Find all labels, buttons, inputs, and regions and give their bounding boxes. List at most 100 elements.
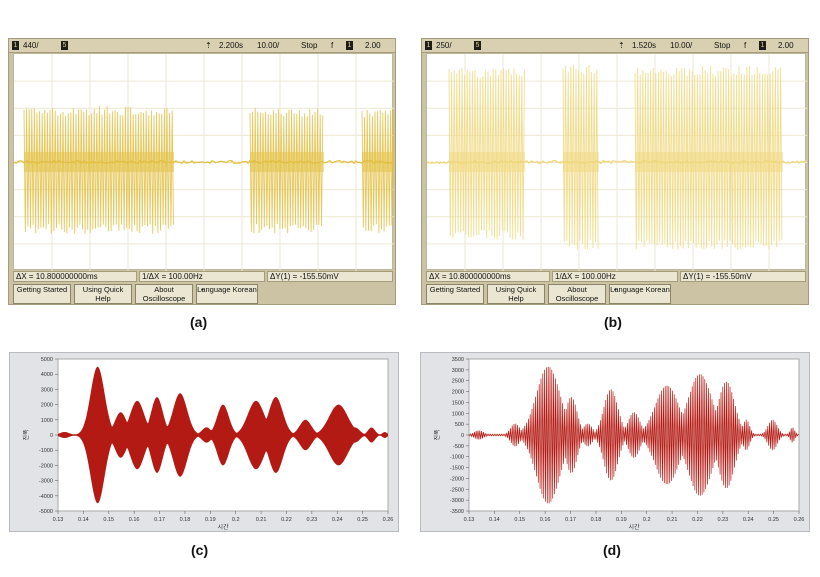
x-tick-label: 0.21 (667, 517, 678, 523)
oscilloscope-screenshot-a: 1 440/ 5 ⇡ 2.200s 10.00/ Stop f 1 2.00… (8, 38, 396, 305)
x-tick-label: 0.18 (180, 517, 191, 523)
x-tick-label: 0.18 (591, 517, 602, 523)
y-tick-label: 1000 (41, 418, 53, 424)
x-tick-label: 0.26 (794, 517, 805, 523)
run-state: Stop (714, 41, 730, 50)
x-tick-label: 0.17 (154, 517, 165, 523)
x-tick-label: 0.16 (540, 517, 551, 523)
time-per-div: 10.00/ (670, 41, 692, 50)
language-label: Language Korean (610, 285, 670, 294)
burst-band (250, 152, 324, 172)
channel-scale: 250/ (436, 41, 452, 50)
y-tick-label: 0 (461, 433, 464, 439)
x-axis-label: 시간 (217, 523, 229, 531)
x-tick-label: 0.25 (357, 517, 368, 523)
scope-status-bar: 1 250/ 5 ⇡ 1.520s 10.00/ Stop f 1 2.00… (422, 39, 808, 53)
trigger-channel: 1 (759, 41, 766, 50)
y-tick-label: 5000 (41, 357, 53, 363)
burst-band (24, 152, 174, 172)
measurement-bar: ΔX = 10.800000000ms 1/ΔX = 100.00Hz ΔY(1… (13, 271, 393, 282)
x-tick-label: 0.23 (717, 517, 728, 523)
x-tick-label: 0.22 (692, 517, 703, 523)
caption-a: (a) (190, 314, 207, 330)
waveform-display-b (427, 54, 807, 271)
getting-started-button[interactable]: Getting Started (426, 284, 484, 304)
quick-help-button[interactable]: Using Quick Help (74, 284, 132, 304)
language-button[interactable]: • Language Korean (196, 284, 258, 304)
channel-glyph: 5 (474, 41, 481, 50)
softkey-row: Getting Started Using Quick Help About O… (13, 284, 393, 304)
delta-y-readout: ΔY(1) = -155.50mV (680, 271, 806, 282)
y-axis-label: 진폭 (433, 429, 441, 441)
run-state: Stop (301, 41, 317, 50)
y-tick-label: 3000 (452, 368, 464, 374)
burst-band (449, 152, 525, 172)
selector-bullet-icon: • (201, 287, 203, 296)
x-tick-label: 0.14 (78, 517, 89, 523)
y-tick-label: -4000 (39, 494, 53, 500)
quick-help-button[interactable]: Using Quick Help (487, 284, 545, 304)
trigger-edge-icon: f (331, 41, 333, 50)
delta-x-readout: ΔX = 10.800000000ms (426, 271, 550, 282)
trigger-arrow-icon: ⇡ (618, 41, 625, 50)
y-tick-label: -2000 (450, 476, 464, 482)
y-tick-label: -1000 (450, 455, 464, 461)
selector-bullet-icon: • (614, 287, 616, 296)
x-tick-label: 0.25 (768, 517, 779, 523)
y-tick-label: -1000 (39, 448, 53, 454)
channel-scale: 440/ (23, 41, 39, 50)
y-tick-label: -3500 (450, 509, 464, 515)
trigger-arrow-icon: ⇡ (205, 41, 212, 50)
y-tick-label: -3000 (39, 479, 53, 485)
language-button[interactable]: • Language Korean (609, 284, 671, 304)
x-tick-label: 0.19 (616, 517, 627, 523)
x-tick-label: 0.19 (205, 517, 216, 523)
x-tick-label: 0.15 (103, 517, 114, 523)
y-tick-label: 3000 (41, 387, 53, 393)
y-tick-label: 4000 (41, 372, 53, 378)
y-tick-label: -3000 (450, 498, 464, 504)
trigger-channel: 1 (346, 41, 353, 50)
y-tick-label: 3500 (452, 357, 464, 363)
x-axis-label: 시간 (628, 523, 640, 531)
time-offset: 2.200s (219, 41, 243, 50)
waveform-graph-c: 5000 4000 3000 2000 1000 0 -1000 -2000 -3000 -400… (9, 352, 399, 532)
x-tick-label: 0.22 (281, 517, 292, 523)
measurement-bar: ΔX = 10.800000000ms 1/ΔX = 100.00Hz ΔY(1… (426, 271, 806, 282)
graph-canvas-c: 5000 4000 3000 2000 1000 0 -1000 -2000 -3000 -400… (10, 353, 400, 533)
y-tick-label: 2500 (452, 379, 464, 385)
burst-band (635, 152, 783, 172)
delta-x-readout: ΔX = 10.800000000ms (13, 271, 137, 282)
x-tick-label: 0.2 (232, 517, 240, 523)
about-oscilloscope-button[interactable]: About Oscilloscope (548, 284, 606, 304)
x-tick-label: 0.21 (256, 517, 267, 523)
scope-status-bar: 1 440/ 5 ⇡ 2.200s 10.00/ Stop f 1 2.00… (9, 39, 395, 53)
burst-band (362, 152, 394, 172)
caption-c: (c) (191, 542, 208, 558)
x-tick-label: 0.17 (565, 517, 576, 523)
getting-started-button[interactable]: Getting Started (13, 284, 71, 304)
x-tick-label: 0.13 (464, 517, 475, 523)
x-tick-label: 0.24 (743, 517, 754, 523)
scope-display (13, 53, 393, 270)
time-offset: 1.520s (632, 41, 656, 50)
channel-indicator: 1 (425, 41, 432, 50)
y-tick-label: -2000 (39, 463, 53, 469)
softkey-row: Getting Started Using Quick Help About O… (426, 284, 806, 304)
channel-indicator: 1 (12, 41, 19, 50)
inverse-delta-x-readout: 1/ΔX = 100.00Hz (139, 271, 265, 282)
y-tick-label: -2500 (450, 487, 464, 493)
y-tick-label: 0 (50, 433, 53, 439)
y-tick-label: 1500 (452, 400, 464, 406)
x-tick-label: 0.24 (332, 517, 343, 523)
x-tick-label: 0.16 (129, 517, 140, 523)
y-tick-label: 1000 (452, 411, 464, 417)
delta-y-readout: ΔY(1) = -155.50mV (267, 271, 393, 282)
trigger-level: 2.00 (365, 41, 381, 50)
x-tick-label: 0.13 (53, 517, 64, 523)
about-oscilloscope-button[interactable]: About Oscilloscope (135, 284, 193, 304)
y-tick-label: 2000 (452, 390, 464, 396)
x-tick-label: 0.26 (383, 517, 394, 523)
x-tick-label: 0.23 (306, 517, 317, 523)
y-tick-label: -5000 (39, 509, 53, 515)
